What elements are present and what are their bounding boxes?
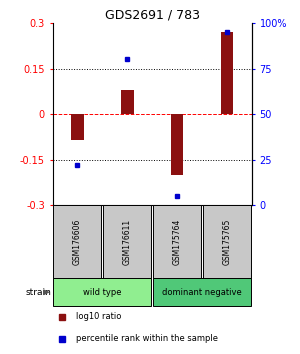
Text: GSM176606: GSM176606	[73, 218, 82, 265]
Text: log10 ratio: log10 ratio	[76, 312, 122, 321]
Bar	[71, 114, 84, 140]
Text: wild type: wild type	[83, 288, 122, 297]
Bar	[53, 278, 151, 307]
Text: dominant negative: dominant negative	[162, 288, 242, 297]
Bar	[153, 278, 251, 307]
Bar	[103, 205, 151, 278]
Text: percentile rank within the sample: percentile rank within the sample	[76, 334, 218, 343]
Text: strain: strain	[26, 288, 52, 297]
Bar	[221, 32, 233, 114]
Bar	[171, 114, 183, 175]
Bar	[203, 205, 251, 278]
Text: GSM175765: GSM175765	[223, 218, 232, 265]
Bar	[153, 205, 201, 278]
Title: GDS2691 / 783: GDS2691 / 783	[105, 9, 200, 22]
Text: GSM175764: GSM175764	[173, 218, 182, 265]
Bar	[121, 90, 134, 114]
Text: GSM176611: GSM176611	[123, 218, 132, 265]
Bar	[53, 205, 101, 278]
